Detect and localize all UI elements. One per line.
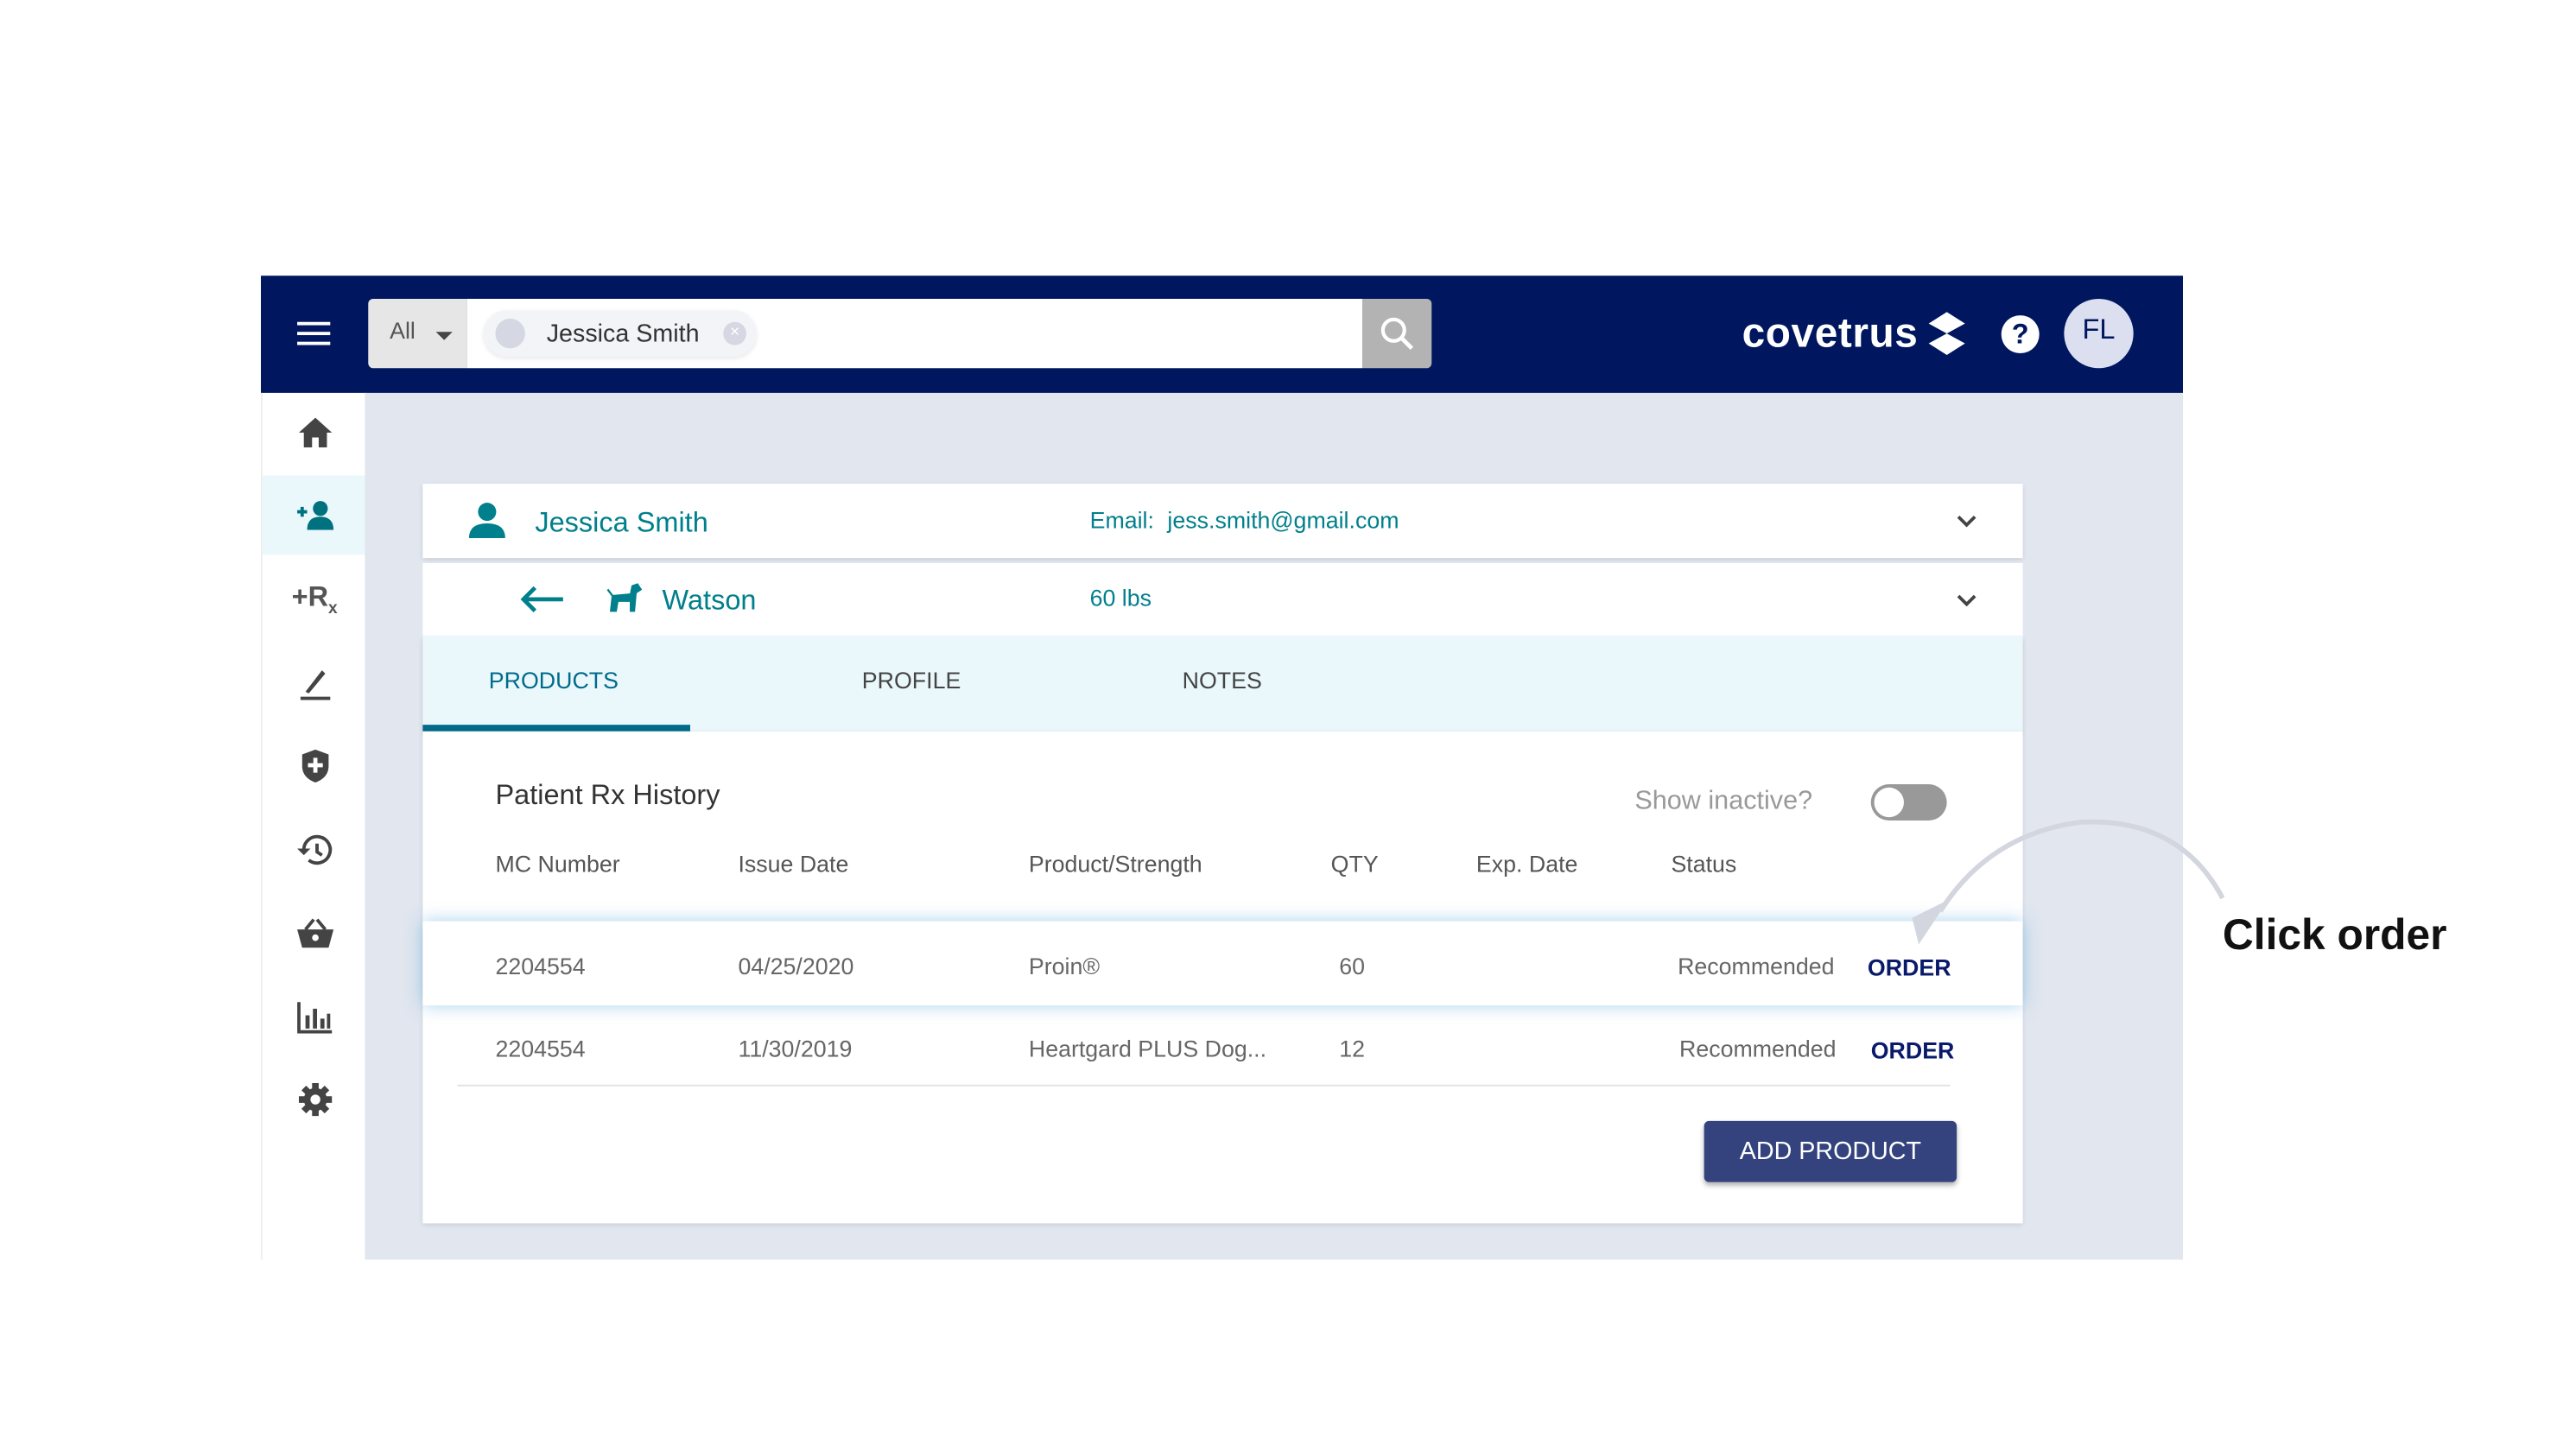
search-input[interactable]: Jessica Smith × xyxy=(466,298,1362,369)
sidebar-item-history[interactable] xyxy=(263,811,366,890)
mc-number: 2204554 xyxy=(495,1035,586,1062)
show-inactive-label: Show inactive? xyxy=(1634,787,1813,816)
status: Recommended xyxy=(1678,1035,1837,1062)
show-inactive-toggle[interactable] xyxy=(1870,783,1947,821)
product: Heartgard PLUS Dog... xyxy=(1028,1035,1267,1062)
sidebar-item-orders[interactable] xyxy=(263,893,366,973)
column-header[interactable]: MC Number xyxy=(495,850,620,878)
dog-icon xyxy=(606,583,643,612)
sidebar: +Rx xyxy=(261,392,367,1260)
pet-weight: 60 lbs xyxy=(1089,584,1152,611)
scope-select[interactable]: All xyxy=(368,298,467,369)
settings-icon xyxy=(298,1082,332,1117)
client-name: Jessica Smith xyxy=(535,506,708,539)
search-button[interactable] xyxy=(1361,298,1432,369)
column-header[interactable]: QTY xyxy=(1330,850,1379,878)
client-row[interactable]: Jessica Smith Email: jess.smith@gmail.co… xyxy=(422,484,2023,559)
sidebar-item-shield[interactable] xyxy=(263,726,366,806)
annotation-arrow-icon xyxy=(1912,819,2225,945)
chevron-down-icon[interactable] xyxy=(1955,592,1978,609)
user-icon xyxy=(495,318,525,349)
sidebar-item-clients[interactable] xyxy=(262,475,367,555)
search-chip: Jessica Smith × xyxy=(484,310,757,357)
history-icon xyxy=(296,834,332,865)
basket-icon xyxy=(296,918,333,948)
active-tab-indicator xyxy=(422,725,691,732)
covetrus-logo: covetrus xyxy=(1742,306,1968,362)
client-email: jess.smith@gmail.com xyxy=(1167,506,1399,534)
tab-notes[interactable]: NOTES xyxy=(1182,667,1262,694)
row-divider xyxy=(457,1084,1951,1087)
pet-name: Watson xyxy=(662,584,757,616)
column-header[interactable]: Product/Strength xyxy=(1028,850,1202,878)
column-header[interactable]: Issue Date xyxy=(738,850,849,878)
sidebar-item-settings[interactable] xyxy=(263,1060,366,1139)
person-icon xyxy=(468,503,505,539)
clear-chip-icon[interactable]: × xyxy=(723,321,746,345)
sidebar-item-rx[interactable]: +Rx xyxy=(263,560,366,639)
home-icon xyxy=(298,417,332,448)
caret-down-icon xyxy=(435,332,453,348)
mc-number: 2204554 xyxy=(495,952,586,979)
menu-icon[interactable] xyxy=(297,321,331,345)
tab-bar: PRODUCTS PROFILE NOTES xyxy=(422,635,2023,732)
sidebar-item-edit[interactable] xyxy=(263,643,366,723)
section-title: Patient Rx History xyxy=(495,779,720,811)
rx-icon: +Rx xyxy=(291,580,338,618)
qty: 12 xyxy=(1339,1035,1366,1062)
tab-profile[interactable]: PROFILE xyxy=(861,667,961,694)
avatar[interactable]: FL xyxy=(2064,298,2134,369)
shield-icon xyxy=(301,749,328,783)
product: Proin® xyxy=(1028,952,1101,979)
issue-date: 11/30/2019 xyxy=(738,1035,853,1062)
column-header[interactable]: Status xyxy=(1671,850,1737,878)
top-bar: All Jessica Smith × covetrus ? FL xyxy=(261,276,2184,393)
edit-icon xyxy=(299,670,330,700)
add-client-icon xyxy=(296,501,333,530)
order-button[interactable]: ORDER xyxy=(1870,1036,1955,1064)
search-icon xyxy=(1380,317,1414,351)
sidebar-item-reports[interactable] xyxy=(263,978,366,1057)
status: Recommended xyxy=(1678,952,1835,979)
logo-mark-icon xyxy=(1927,312,1964,355)
back-arrow-icon[interactable] xyxy=(518,585,565,614)
table-row-highlighted[interactable] xyxy=(422,921,2023,1006)
add-product-button[interactable]: ADD PRODUCT xyxy=(1704,1120,1957,1182)
chart-icon xyxy=(296,1002,332,1034)
client-email-label: Email: xyxy=(1089,506,1154,534)
column-header[interactable]: Exp. Date xyxy=(1475,850,1578,878)
order-button[interactable]: ORDER xyxy=(1867,954,1951,981)
sidebar-item-home[interactable] xyxy=(263,393,366,472)
annotation-text: Click order xyxy=(2222,909,2447,960)
chevron-down-icon[interactable] xyxy=(1955,513,1978,529)
tab-products[interactable]: PRODUCTS xyxy=(488,667,619,694)
pet-row[interactable]: Watson 60 lbs xyxy=(422,562,2023,636)
issue-date: 04/25/2020 xyxy=(738,952,854,979)
qty: 60 xyxy=(1339,952,1366,979)
help-icon[interactable]: ? xyxy=(2001,315,2040,354)
